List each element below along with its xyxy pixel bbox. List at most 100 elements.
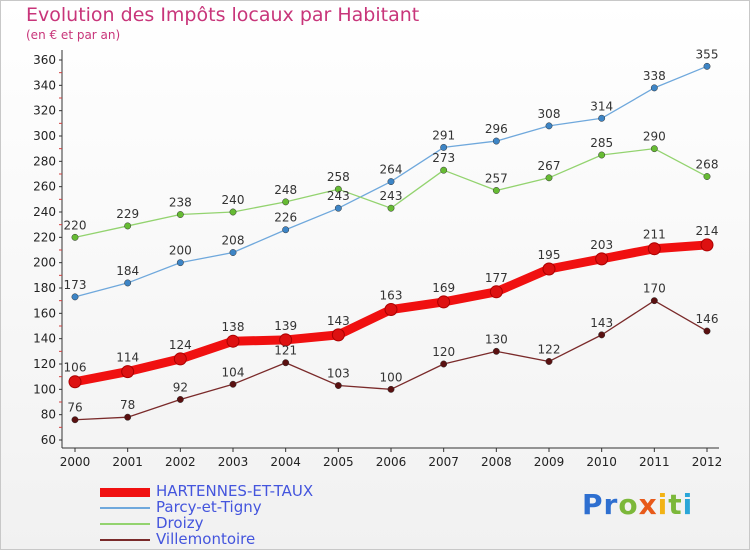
data-point	[598, 114, 606, 122]
data-point	[229, 380, 237, 388]
y-tick-label: 140	[33, 332, 56, 346]
data-point	[334, 185, 342, 193]
logo-letter: i	[657, 488, 669, 521]
x-tick-label: 2003	[218, 455, 249, 469]
y-tick-label: 120	[33, 357, 56, 371]
data-point	[437, 295, 451, 309]
data-label: 92	[173, 380, 188, 394]
logo-letter: i	[682, 488, 694, 521]
data-point	[387, 385, 395, 393]
x-tick-label: 2004	[270, 455, 301, 469]
x-tick-label: 2010	[586, 455, 617, 469]
data-label: 76	[67, 401, 82, 415]
data-point	[226, 334, 240, 348]
data-label: 173	[64, 278, 87, 292]
legend-swatch	[100, 487, 150, 497]
x-tick-label: 2000	[60, 455, 91, 469]
data-label: 138	[222, 320, 245, 334]
logo-letter: o	[618, 488, 639, 521]
logo-letter: x	[638, 488, 658, 521]
y-tick-label: 360	[33, 53, 56, 67]
data-label: 314	[590, 99, 613, 113]
data-label: 338	[643, 69, 666, 83]
data-point	[124, 279, 132, 287]
data-point	[545, 122, 553, 130]
data-point	[489, 285, 503, 299]
legend-swatch	[100, 539, 150, 541]
logo-letter: P	[582, 488, 604, 521]
y-tick-label: 300	[33, 129, 56, 143]
data-label: 238	[169, 196, 192, 210]
data-label: 124	[169, 338, 192, 352]
data-label: 285	[590, 136, 613, 150]
data-label: 146	[696, 312, 719, 326]
data-label: 103	[327, 367, 350, 381]
legend-swatch	[100, 523, 150, 525]
y-tick-label: 60	[41, 433, 56, 447]
x-tick-label: 2007	[428, 455, 459, 469]
data-point	[71, 416, 79, 424]
data-label: 100	[380, 370, 403, 384]
data-label: 121	[274, 344, 297, 358]
data-label: 220	[64, 218, 87, 232]
data-label: 291	[432, 128, 455, 142]
data-point	[71, 293, 79, 301]
data-point	[387, 178, 395, 186]
data-point	[173, 352, 187, 366]
data-point	[545, 358, 553, 365]
data-point	[124, 222, 132, 230]
data-label: 163	[380, 289, 403, 303]
data-point	[598, 151, 606, 159]
y-tick-label: 280	[33, 154, 56, 168]
data-point	[650, 84, 658, 92]
data-label: 240	[222, 193, 245, 207]
data-label: 308	[538, 107, 561, 121]
data-point	[176, 396, 184, 403]
logo-letter: t	[668, 488, 683, 521]
data-point	[68, 375, 82, 389]
y-tick-label: 240	[33, 205, 56, 219]
data-point	[229, 249, 237, 256]
x-tick-label: 2008	[481, 455, 512, 469]
data-point	[440, 143, 448, 151]
data-label: 214	[696, 224, 719, 238]
proxiti-logo: Proxiti	[582, 488, 693, 521]
legend-label: Villemontoire	[156, 530, 256, 548]
data-point	[176, 259, 184, 267]
data-point	[440, 166, 448, 174]
data-label: 268	[696, 158, 719, 172]
data-point	[598, 331, 606, 339]
y-tick-label: 160	[33, 306, 56, 320]
data-point	[700, 238, 714, 252]
data-label: 78	[120, 398, 135, 412]
data-point	[282, 226, 290, 234]
data-label: 177	[485, 271, 508, 285]
data-point	[384, 303, 398, 317]
data-point	[334, 204, 342, 212]
x-tick-label: 2011	[639, 455, 670, 469]
data-label: 258	[327, 170, 350, 184]
data-point	[647, 242, 661, 256]
data-label: 257	[485, 171, 508, 185]
data-point	[229, 208, 237, 216]
data-point	[650, 145, 658, 153]
legend-label: Parcy-et-Tigny	[156, 498, 262, 516]
data-label: 169	[432, 281, 455, 295]
data-point	[121, 365, 135, 379]
data-label: 208	[222, 234, 245, 248]
logo-letter: r	[603, 488, 619, 521]
data-point	[124, 413, 132, 421]
data-label: 114	[116, 351, 139, 365]
y-tick-label: 220	[33, 230, 56, 244]
data-label: 195	[538, 248, 561, 262]
data-point	[334, 382, 342, 389]
y-tick-label: 100	[33, 382, 56, 396]
data-point	[703, 62, 711, 70]
data-label: 248	[274, 183, 297, 197]
data-point	[492, 187, 500, 194]
y-tick-label: 260	[33, 180, 56, 194]
data-label: 243	[327, 189, 350, 203]
legend-label: HARTENNES-ET-TAUX	[156, 482, 314, 500]
data-point	[545, 174, 553, 182]
